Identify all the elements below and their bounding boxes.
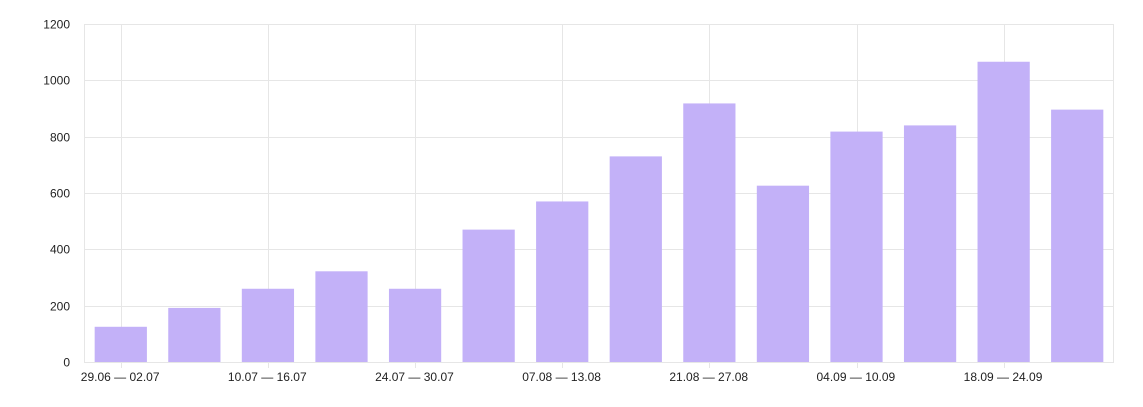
x-tick-label: 29.06 — 02.07: [81, 370, 160, 384]
x-tick-label: 04.09 — 10.09: [817, 370, 896, 384]
y-tick-label: 0: [63, 356, 70, 370]
bars: [94, 61, 1104, 363]
bar: [94, 326, 147, 362]
x-tick-label: 10.07 — 16.07: [228, 370, 307, 384]
y-tick-label: 1000: [43, 74, 70, 88]
y-tick-label: 1200: [43, 18, 70, 32]
bar: [609, 156, 662, 362]
y-tick-label: 400: [50, 243, 70, 257]
x-tick-label: 21.08 — 27.08: [669, 370, 748, 384]
bar: [241, 288, 295, 362]
y-tick-label: 200: [50, 300, 70, 314]
x-tick-label: 24.07 — 30.07: [375, 370, 454, 384]
y-axis-ticks: 0 200 400 600 800 1000 1200: [43, 18, 70, 370]
bar: [462, 229, 515, 362]
bar: [388, 288, 442, 362]
bar: [168, 307, 221, 362]
y-tick-label: 800: [50, 131, 70, 145]
bar: [683, 103, 736, 363]
bar: [756, 185, 810, 362]
x-axis-ticks: 29.06 — 02.07 10.07 — 16.07 24.07 — 30.07 0…: [81, 370, 1043, 384]
bar: [977, 61, 1030, 362]
bar: [903, 125, 957, 363]
x-tick-label: 18.09 — 24.09: [964, 370, 1043, 384]
y-tick-label: 600: [50, 187, 70, 201]
bar: [536, 201, 589, 362]
gridlines: [84, 24, 1114, 368]
x-tick-label: 07.08 — 13.08: [522, 370, 601, 384]
bar: [315, 271, 368, 362]
bar: [1051, 109, 1104, 362]
bar: [830, 131, 883, 362]
